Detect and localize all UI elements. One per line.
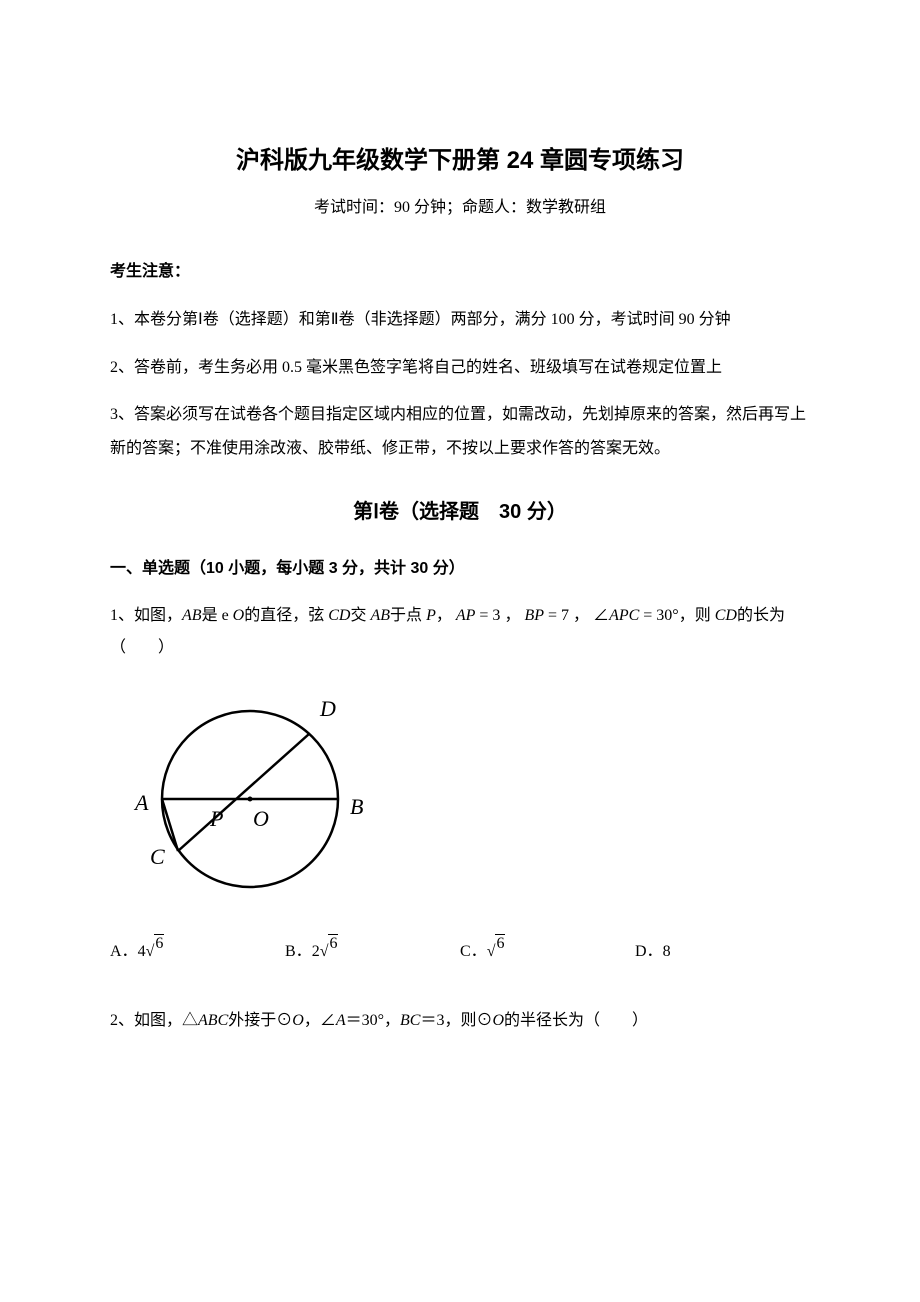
q2-t4: ＝3，则⊙ xyxy=(420,1012,492,1029)
label-d: D xyxy=(319,696,336,721)
section-1-heading: 一、单选题（10 小题，每小题 3 分，共计 30 分） xyxy=(110,554,810,578)
q2-t1: 外接于⊙ xyxy=(228,1012,292,1029)
q2-t3: ＝30°， xyxy=(346,1012,400,1029)
opt-d-val: 8 xyxy=(663,943,671,960)
q1-ab2: AB xyxy=(371,607,391,624)
q1-option-d: D．8 xyxy=(635,937,810,961)
opt-b-label: B． xyxy=(285,943,312,960)
opt-b-rad: 6 xyxy=(328,934,338,953)
part-1-heading: 第Ⅰ卷（选择题 30 分） xyxy=(110,495,810,524)
opt-a-label: A． xyxy=(110,943,138,960)
q2-prefix: 2、如图，△ xyxy=(110,1012,198,1029)
opt-c-rad: 6 xyxy=(495,934,505,953)
page-title: 沪科版九年级数学下册第 24 章圆专项练习 xyxy=(110,140,810,175)
radical-c: √6 xyxy=(487,942,506,961)
opt-d-label: D． xyxy=(635,943,663,960)
q1-ab: AB xyxy=(182,607,202,624)
q1-angeq: = 30° xyxy=(643,607,678,624)
q1-t4: 于点 xyxy=(390,607,426,624)
opt-b-coef: 2 xyxy=(312,943,320,960)
q1-t5: ， xyxy=(436,607,452,624)
q2-o2: O xyxy=(492,1012,504,1029)
page-subtitle: 考试时间：90 分钟；命题人：数学教研组 xyxy=(110,193,810,217)
q1-cd2: CD xyxy=(715,607,737,624)
circle-diagram-svg: A B C D P O xyxy=(110,694,370,894)
label-b: B xyxy=(350,794,363,819)
q2-t2: ，∠ xyxy=(304,1012,336,1029)
center-dot xyxy=(248,797,253,802)
q1-options: A．4√6 B．2√6 C．√6 D．8 xyxy=(110,937,810,961)
label-c: C xyxy=(150,844,165,869)
label-p: P xyxy=(209,806,223,831)
opt-c-label: C． xyxy=(460,943,487,960)
q1-bpeq: = 7 xyxy=(548,607,569,624)
instruction-1: 1、本卷分第Ⅰ卷（选择题）和第Ⅱ卷（非选择题）两部分，满分 100 分，考试时间… xyxy=(110,303,810,337)
q1-t3: 交 xyxy=(350,607,370,624)
question-2: 2、如图，△ABC外接于⊙O，∠A＝30°，BC＝3，则⊙O的半径长为（ ） xyxy=(110,1005,810,1037)
instruction-3: 3、答案必须写在试卷各个题目指定区域内相应的位置，如需改动，先划掉原来的答案，然… xyxy=(110,398,810,465)
q2-o1: O xyxy=(292,1012,304,1029)
radical-a: √6 xyxy=(146,942,165,961)
q1-option-c: C．√6 xyxy=(460,937,635,961)
radical-b: √6 xyxy=(320,942,339,961)
notice-label: 考生注意： xyxy=(110,257,810,281)
q1-angle: ∠ xyxy=(593,607,609,624)
q1-diagram: A B C D P O xyxy=(110,694,810,899)
label-a: A xyxy=(133,790,149,815)
instruction-2: 2、答卷前，考生务必用 0.5 毫米黑色签字笔将自己的姓名、班级填写在试卷规定位… xyxy=(110,351,810,385)
q2-a: A xyxy=(336,1012,346,1029)
q1-apeq: = 3 xyxy=(479,607,500,624)
q1-option-b: B．2√6 xyxy=(285,937,460,961)
label-o: O xyxy=(253,806,269,831)
line-cd xyxy=(178,734,309,851)
q1-prefix: 1、如图， xyxy=(110,607,182,624)
opt-a-rad: 6 xyxy=(154,934,164,953)
q1-option-a: A．4√6 xyxy=(110,937,285,961)
q1-bp: BP xyxy=(524,607,544,624)
q1-o: O xyxy=(233,607,245,624)
q1-cd: CD xyxy=(328,607,350,624)
q1-t1: 是 e xyxy=(202,607,233,624)
q1-t6: ，则 xyxy=(679,607,715,624)
q2-bc: BC xyxy=(400,1012,420,1029)
q1-t2: 的直径，弦 xyxy=(244,607,328,624)
q1-p: P xyxy=(426,607,436,624)
opt-a-coef: 4 xyxy=(138,943,146,960)
q2-abc: ABC xyxy=(198,1012,228,1029)
question-1: 1、如图，AB是 e O的直径，弦 CD交 AB于点 P， AP = 3 ， B… xyxy=(110,600,810,664)
q2-t5: 的半径长为（ ） xyxy=(504,1012,648,1029)
q1-apc: APC xyxy=(609,607,639,624)
q1-ap: AP xyxy=(456,607,476,624)
